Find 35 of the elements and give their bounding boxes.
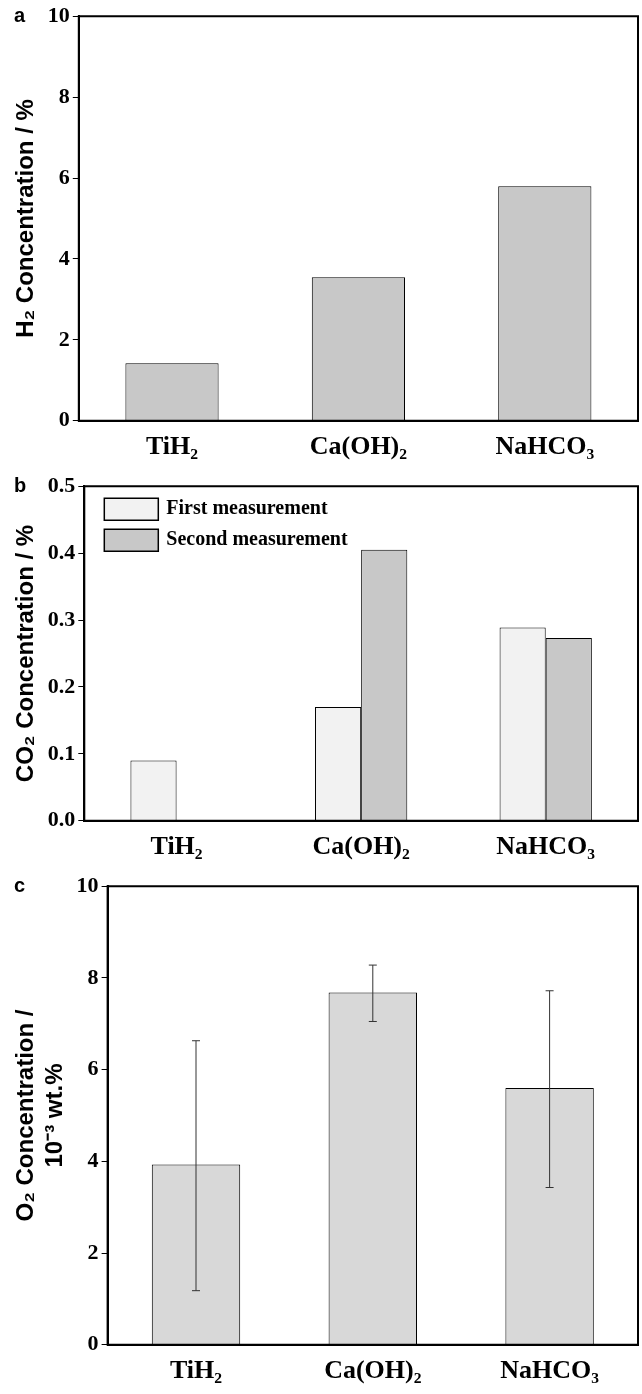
y-tick-label: 4 [58,244,70,270]
x-tick-label: TiH₂ [150,831,203,861]
text: c [14,873,26,896]
y-tick-label: 0 [58,406,70,432]
y-tick-label: 0.1 [47,739,76,765]
y-tick-label: 8 [58,82,70,108]
x-tick-label: Ca(OH)₂ [309,431,408,461]
legend-label: First measurement [166,496,328,519]
y-tick-label: 6 [58,163,70,189]
text: b [14,473,27,496]
y-axis-title: H₂ Concentration / % [11,99,39,338]
x-tick-label: TiH₂ [145,431,199,461]
x-tick-label: NaHCO₃ [495,431,595,461]
y-tick-label: 0.3 [47,605,76,631]
x-tick-label: Ca(OH)₂ [312,831,411,861]
y-tick-label: 2 [58,325,70,351]
y-tick-label: 2 [87,1238,99,1264]
y-tick-label: 8 [87,963,99,989]
y-tick-label: 6 [87,1055,99,1081]
y-tick-label: 10 [47,1,70,27]
x-tick-label: NaHCO₃ [496,831,596,861]
y-tick-label: 0.2 [47,672,76,698]
y-tick-label: 0.0 [47,806,76,832]
y-tick-label: 10 [76,871,99,897]
legend-label: Second measurement [166,527,348,550]
x-tick-label: Ca(OH)₂ [324,1355,422,1385]
y-tick-label: 0 [87,1330,99,1356]
text: a [14,3,26,26]
y-axis-title: O₂ Concentration / 10⁻³ wt.% [11,1009,67,1222]
y-tick-label: 0.4 [47,538,76,564]
y-axis-title: CO₂ Concentration / % [11,524,39,783]
y-tick-label: 4 [87,1147,99,1173]
y-tick-label: 0.5 [47,471,76,497]
x-tick-label: NaHCO₃ [500,1355,600,1385]
x-tick-label: TiH₂ [169,1355,223,1385]
